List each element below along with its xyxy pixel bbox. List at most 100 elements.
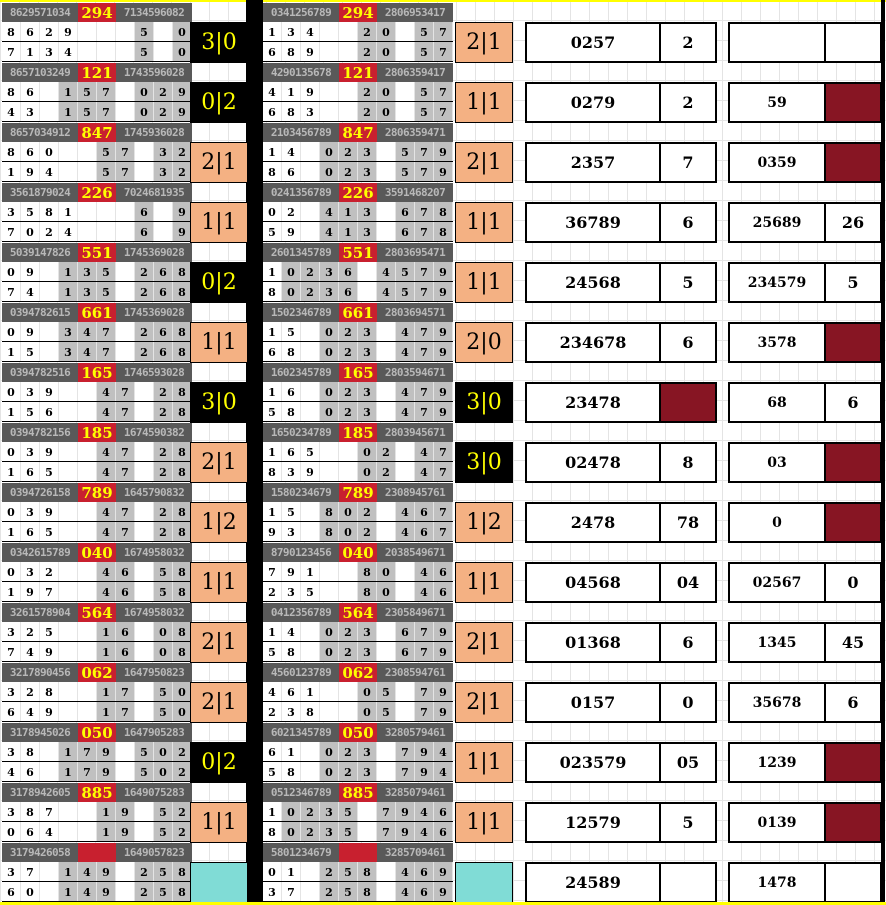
summary-box-primary[interactable]: 023579 05: [525, 742, 717, 783]
summary-box-primary[interactable]: 0157 0: [525, 682, 717, 723]
summary-box-secondary[interactable]: 02567 0: [728, 562, 882, 603]
summary-box-primary[interactable]: 24589: [525, 862, 717, 903]
score-box[interactable]: 1|2: [190, 502, 248, 543]
summary-box-primary[interactable]: 2357 7: [525, 142, 717, 183]
digit-cell: 9: [434, 342, 453, 362]
digit-cell: [78, 162, 97, 182]
digit-cell: 6: [282, 442, 301, 462]
digit-cell: 9: [434, 282, 453, 302]
score-box[interactable]: 3|0: [455, 442, 513, 483]
digit-cell: 0: [2, 382, 21, 402]
score-box[interactable]: 1|1: [190, 202, 248, 243]
digit-cell: 1: [97, 622, 116, 642]
digit-cell: 6: [116, 582, 135, 602]
header-right-number: 2308945761: [377, 483, 453, 502]
summary-box-secondary[interactable]: 25689 26: [728, 202, 882, 243]
score-box[interactable]: 2|1: [190, 442, 248, 483]
score-box[interactable]: 1|1: [455, 262, 513, 303]
score-box[interactable]: 0|2: [190, 262, 248, 303]
summary-box-primary[interactable]: 0279 2: [525, 82, 717, 123]
summary-box-primary[interactable]: 04568 04: [525, 562, 717, 603]
digit-cell: [320, 582, 339, 602]
digit-cell: 6: [263, 102, 282, 122]
header-left-number: 0341256789: [263, 3, 339, 22]
digit-cell: 1: [2, 522, 21, 542]
score-box[interactable]: 1|1: [455, 742, 513, 783]
header-left-number: 0342615789: [2, 543, 78, 562]
header-left-number: 3179426058: [2, 843, 78, 862]
summary-box-secondary[interactable]: 1478: [728, 862, 882, 903]
summary-box-secondary[interactable]: 1239: [728, 742, 882, 783]
score-box[interactable]: 2|1: [190, 682, 248, 723]
score-box[interactable]: 1|1: [190, 802, 248, 843]
digit-cell: [59, 822, 78, 842]
score-box[interactable]: 0|2: [190, 82, 248, 123]
digit-cell: 9: [434, 682, 453, 702]
digit-cell: 5: [97, 262, 116, 282]
score-box[interactable]: 1|1: [455, 562, 513, 603]
column-divider: [246, 0, 263, 905]
summary-box-primary[interactable]: 0257 2: [525, 22, 717, 63]
score-box[interactable]: 3|0: [455, 382, 513, 423]
row-divider: [263, 301, 453, 302]
digit-cell: 9: [59, 22, 78, 42]
digit-cell: 5: [154, 882, 173, 902]
score-box[interactable]: [190, 862, 248, 903]
summary-box-secondary[interactable]: 0: [728, 502, 882, 543]
score-box[interactable]: 2|1: [455, 622, 513, 663]
summary-box-secondary[interactable]: 1345 45: [728, 622, 882, 663]
digit-cell: 1: [97, 702, 116, 722]
score-box[interactable]: 0|2: [190, 742, 248, 783]
score-box[interactable]: 1|1: [455, 202, 513, 243]
summary-box-primary[interactable]: 01368 6: [525, 622, 717, 663]
score-box[interactable]: 2|1: [190, 142, 248, 183]
score-box[interactable]: 2|0: [455, 322, 513, 363]
summary-box-secondary[interactable]: 68 6: [728, 382, 882, 423]
row-divider: [263, 181, 453, 182]
digit-cell: 2: [301, 802, 320, 822]
summary-box-secondary[interactable]: 3578: [728, 322, 882, 363]
summary-box-secondary[interactable]: 0139: [728, 802, 882, 843]
digit-cell: 2: [320, 882, 339, 902]
summary-box-primary[interactable]: 2478 78: [525, 502, 717, 543]
summary-box-primary[interactable]: 12579 5: [525, 802, 717, 843]
score-box[interactable]: 1|1: [190, 562, 248, 603]
score-box[interactable]: 2|1: [455, 22, 513, 63]
digit-cell: 0: [320, 162, 339, 182]
score-box[interactable]: [455, 862, 513, 903]
digit-cell: 1: [282, 862, 301, 882]
summary-box-primary[interactable]: 24568 5: [525, 262, 717, 303]
digit-cell: 4: [2, 762, 21, 782]
score-box[interactable]: 1|1: [455, 82, 513, 123]
digit-cell: 0: [358, 462, 377, 482]
summary-box-secondary[interactable]: 234579 5: [728, 262, 882, 303]
digit-cell: 5: [135, 22, 154, 42]
digit-cell: 3: [358, 342, 377, 362]
digit-cell: 6: [135, 222, 154, 242]
summary-box-primary[interactable]: 234678 6: [525, 322, 717, 363]
score-box[interactable]: 3|0: [190, 22, 248, 63]
summary-box-secondary[interactable]: 03: [728, 442, 882, 483]
digit-cell: 7: [116, 162, 135, 182]
score-box[interactable]: 2|1: [455, 682, 513, 723]
digit-cell: [116, 222, 135, 242]
score-box[interactable]: 2|1: [190, 622, 248, 663]
summary-box-secondary[interactable]: 0359: [728, 142, 882, 183]
row-divider: [263, 901, 453, 902]
score-box[interactable]: 1|2: [455, 502, 513, 543]
digit-cell: 4: [78, 862, 97, 882]
summary-box-primary[interactable]: 36789 6: [525, 202, 717, 243]
score-box[interactable]: 3|0: [190, 382, 248, 423]
score-box[interactable]: 1|1: [190, 322, 248, 363]
digit-cell: 7: [434, 102, 453, 122]
digit-cell: 9: [21, 262, 40, 282]
digit-cell: 7: [97, 322, 116, 342]
summary-box-primary[interactable]: 23478: [525, 382, 717, 423]
summary-box-primary[interactable]: 02478 8: [525, 442, 717, 483]
summary-box-secondary[interactable]: [728, 22, 882, 63]
digit-cell: [135, 462, 154, 482]
summary-box-secondary[interactable]: 59: [728, 82, 882, 123]
summary-box-secondary[interactable]: 35678 6: [728, 682, 882, 723]
score-box[interactable]: 2|1: [455, 142, 513, 183]
score-box[interactable]: 1|1: [455, 802, 513, 843]
